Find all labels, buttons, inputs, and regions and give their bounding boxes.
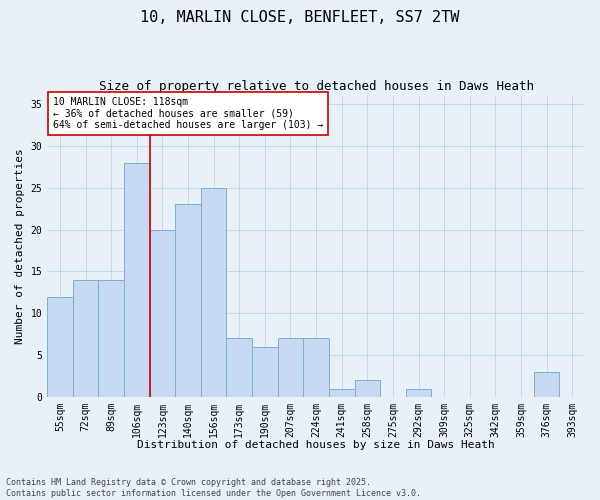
Bar bbox=[149, 230, 175, 397]
Bar bbox=[124, 162, 149, 397]
Bar bbox=[98, 280, 124, 397]
Bar bbox=[534, 372, 559, 397]
Text: 10, MARLIN CLOSE, BENFLEET, SS7 2TW: 10, MARLIN CLOSE, BENFLEET, SS7 2TW bbox=[140, 10, 460, 25]
Title: Size of property relative to detached houses in Daws Heath: Size of property relative to detached ho… bbox=[98, 80, 533, 93]
Bar bbox=[175, 204, 201, 397]
X-axis label: Distribution of detached houses by size in Daws Heath: Distribution of detached houses by size … bbox=[137, 440, 495, 450]
Bar bbox=[303, 338, 329, 397]
Bar bbox=[73, 280, 98, 397]
Text: Contains HM Land Registry data © Crown copyright and database right 2025.
Contai: Contains HM Land Registry data © Crown c… bbox=[6, 478, 421, 498]
Bar bbox=[406, 388, 431, 397]
Y-axis label: Number of detached properties: Number of detached properties bbox=[15, 148, 25, 344]
Bar bbox=[226, 338, 252, 397]
Bar bbox=[47, 296, 73, 397]
Bar bbox=[201, 188, 226, 397]
Bar bbox=[278, 338, 303, 397]
Bar bbox=[252, 347, 278, 397]
Bar bbox=[355, 380, 380, 397]
Bar bbox=[329, 388, 355, 397]
Text: 10 MARLIN CLOSE: 118sqm
← 36% of detached houses are smaller (59)
64% of semi-de: 10 MARLIN CLOSE: 118sqm ← 36% of detache… bbox=[53, 97, 323, 130]
